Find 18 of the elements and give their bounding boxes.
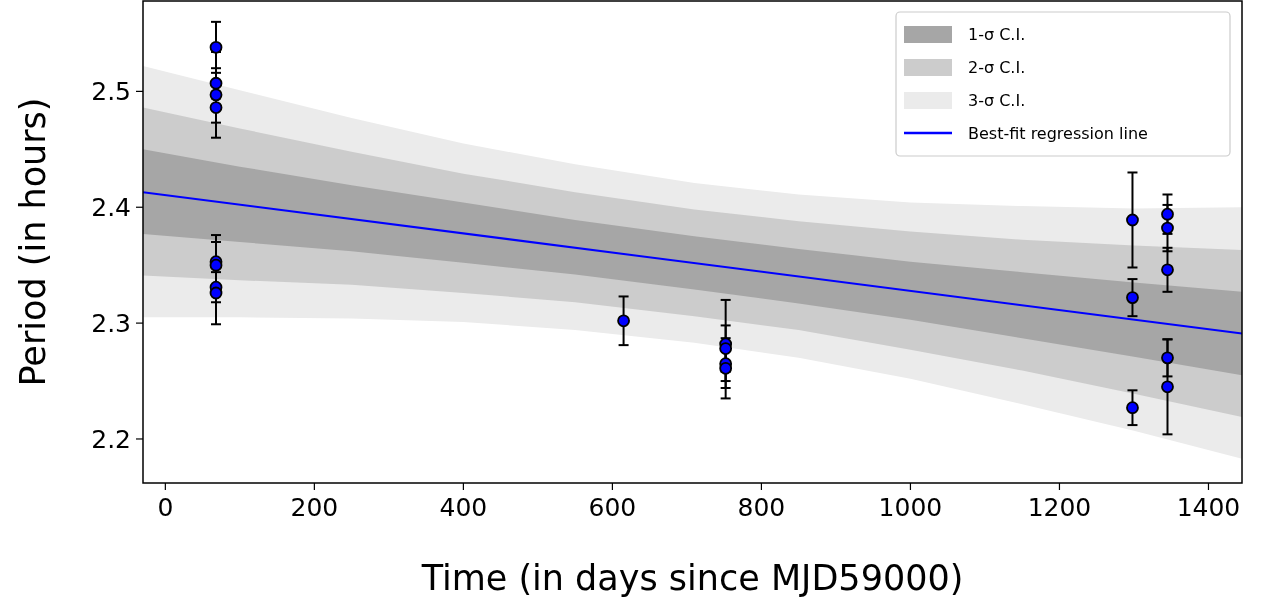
legend-label: Best-fit regression line [968, 123, 1148, 143]
x-tick-label: 0 [157, 493, 174, 522]
legend-label: 3-σ C.I. [968, 90, 1026, 110]
y-axis-title: Period (in hours) [13, 97, 53, 387]
x-tick-label: 400 [439, 493, 488, 522]
x-tick-label: 1200 [1027, 493, 1092, 522]
legend-label: 1-σ C.I. [968, 24, 1026, 44]
y-tick-label: 2.5 [91, 77, 131, 107]
x-tick-label: 1400 [1176, 493, 1241, 522]
y-tick-label: 2.2 [91, 424, 131, 454]
x-tick-label: 800 [737, 493, 786, 522]
legend-label: 2-σ C.I. [968, 57, 1026, 77]
x-tick-label: 1000 [878, 493, 943, 522]
x-tick-label: 600 [588, 493, 637, 522]
y-tick-label: 2.3 [91, 308, 131, 338]
x-axis-title: Time (in days since MJD59000) [420, 558, 964, 598]
x-tick-label: 200 [290, 493, 339, 522]
y-tick-label: 2.4 [91, 192, 131, 222]
